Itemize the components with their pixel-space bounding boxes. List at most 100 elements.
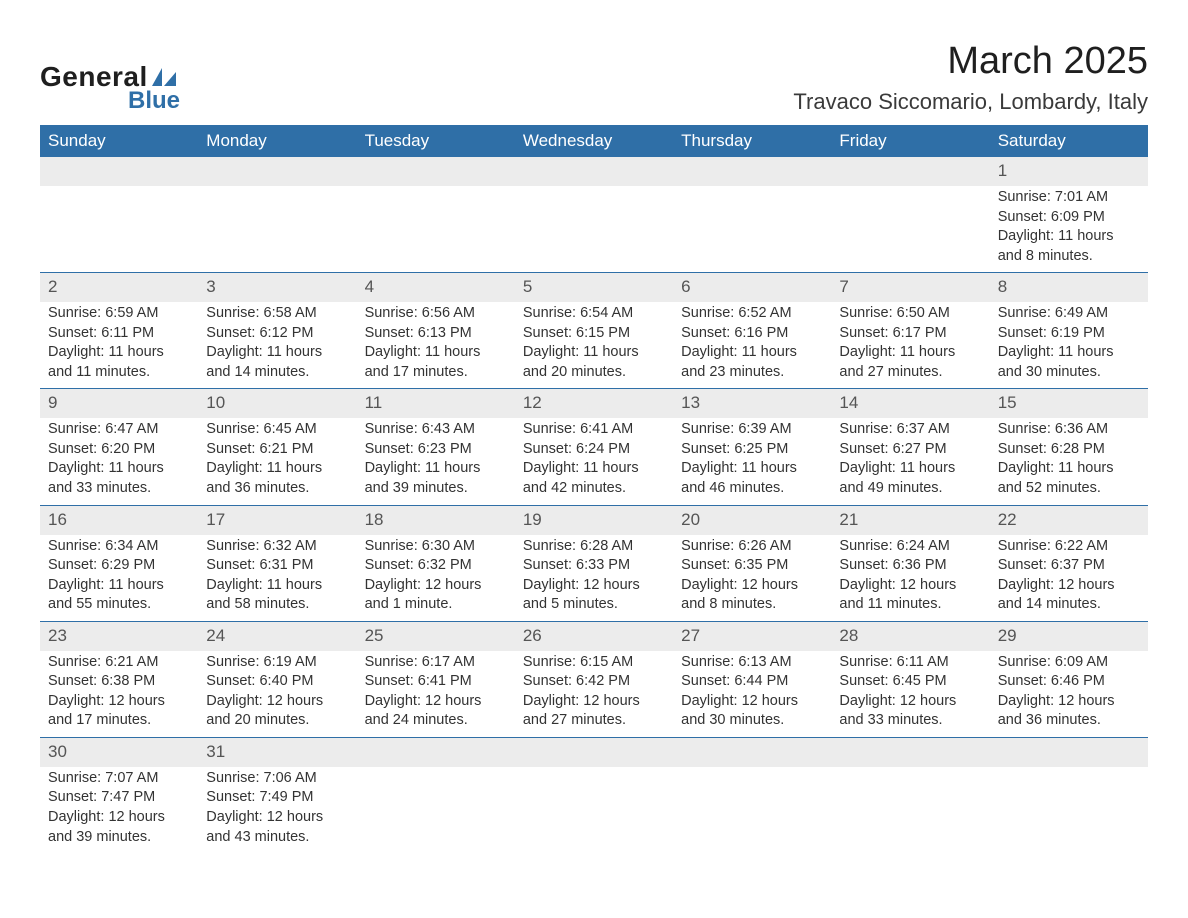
day-detail-cell: Sunrise: 6:34 AMSunset: 6:29 PMDaylight:… [40,535,198,622]
sunset-text: Sunset: 6:25 PM [681,440,823,460]
day-number: 27 [681,626,700,645]
day-detail-cell [40,186,198,273]
day-number: 8 [998,277,1007,296]
day-number: 13 [681,393,700,412]
sunrise-text: Sunrise: 6:30 AM [365,537,507,557]
daylight-text: Daylight: 11 hours and 52 minutes. [998,459,1140,498]
daylight-text: Daylight: 11 hours and 42 minutes. [523,459,665,498]
daynum-row: 23242526272829 [40,621,1148,650]
daylight-text: Daylight: 12 hours and 33 minutes. [839,692,981,731]
sunset-text: Sunset: 6:44 PM [681,672,823,692]
daylight-text: Daylight: 12 hours and 30 minutes. [681,692,823,731]
daylight-text: Daylight: 12 hours and 24 minutes. [365,692,507,731]
daylight-text: Daylight: 11 hours and 30 minutes. [998,343,1140,382]
day-number-cell: 5 [515,273,673,302]
sunrise-text: Sunrise: 6:41 AM [523,420,665,440]
calendar-table: Sunday Monday Tuesday Wednesday Thursday… [40,125,1148,853]
daylight-text: Daylight: 12 hours and 36 minutes. [998,692,1140,731]
day-number-cell: 16 [40,505,198,534]
day-number-cell: 11 [357,389,515,418]
calendar-body: 1Sunrise: 7:01 AMSunset: 6:09 PMDaylight… [40,157,1148,853]
sunrise-text: Sunrise: 6:26 AM [681,537,823,557]
daylight-text: Daylight: 12 hours and 43 minutes. [206,808,348,847]
sunset-text: Sunset: 6:36 PM [839,556,981,576]
day-number-cell [831,157,989,186]
day-detail-cell: Sunrise: 6:45 AMSunset: 6:21 PMDaylight:… [198,418,356,505]
day-number: 23 [48,626,67,645]
day-detail-cell: Sunrise: 6:54 AMSunset: 6:15 PMDaylight:… [515,302,673,389]
day-number: 7 [839,277,848,296]
day-header: Monday [198,125,356,157]
day-number-cell: 30 [40,737,198,766]
detail-row: Sunrise: 6:21 AMSunset: 6:38 PMDaylight:… [40,651,1148,738]
day-number: 26 [523,626,542,645]
day-detail-cell: Sunrise: 7:06 AMSunset: 7:49 PMDaylight:… [198,767,356,853]
detail-row: Sunrise: 7:07 AMSunset: 7:47 PMDaylight:… [40,767,1148,853]
day-number: 15 [998,393,1017,412]
day-detail-cell [673,186,831,273]
sunrise-text: Sunrise: 6:09 AM [998,653,1140,673]
title-block: March 2025 Travaco Siccomario, Lombardy,… [793,40,1148,115]
daylight-text: Daylight: 11 hours and 49 minutes. [839,459,981,498]
day-number: 28 [839,626,858,645]
detail-row: Sunrise: 6:47 AMSunset: 6:20 PMDaylight:… [40,418,1148,505]
day-number-cell: 21 [831,505,989,534]
sunset-text: Sunset: 6:17 PM [839,324,981,344]
day-detail-cell: Sunrise: 6:39 AMSunset: 6:25 PMDaylight:… [673,418,831,505]
sunset-text: Sunset: 6:38 PM [48,672,190,692]
day-number: 22 [998,510,1017,529]
day-number-cell [673,737,831,766]
day-number-cell [515,737,673,766]
day-detail-cell [990,767,1148,853]
day-detail-cell [673,767,831,853]
day-number: 17 [206,510,225,529]
day-number-cell: 31 [198,737,356,766]
daylight-text: Daylight: 11 hours and 8 minutes. [998,227,1140,266]
day-header-row: Sunday Monday Tuesday Wednesday Thursday… [40,125,1148,157]
day-detail-cell: Sunrise: 6:13 AMSunset: 6:44 PMDaylight:… [673,651,831,738]
day-number-cell: 1 [990,157,1148,186]
sunset-text: Sunset: 6:27 PM [839,440,981,460]
day-number: 4 [365,277,374,296]
sunset-text: Sunset: 7:47 PM [48,788,190,808]
day-number-cell [673,157,831,186]
day-detail-cell: Sunrise: 6:24 AMSunset: 6:36 PMDaylight:… [831,535,989,622]
daylight-text: Daylight: 11 hours and 46 minutes. [681,459,823,498]
daylight-text: Daylight: 11 hours and 11 minutes. [48,343,190,382]
sunrise-text: Sunrise: 6:15 AM [523,653,665,673]
daylight-text: Daylight: 12 hours and 11 minutes. [839,576,981,615]
day-number-cell [357,157,515,186]
day-number-cell: 14 [831,389,989,418]
sunrise-text: Sunrise: 6:19 AM [206,653,348,673]
sunrise-text: Sunrise: 7:06 AM [206,769,348,789]
day-detail-cell: Sunrise: 6:58 AMSunset: 6:12 PMDaylight:… [198,302,356,389]
daylight-text: Daylight: 12 hours and 20 minutes. [206,692,348,731]
sunset-text: Sunset: 6:19 PM [998,324,1140,344]
sunset-text: Sunset: 6:12 PM [206,324,348,344]
daylight-text: Daylight: 12 hours and 17 minutes. [48,692,190,731]
day-number: 12 [523,393,542,412]
detail-row: Sunrise: 7:01 AMSunset: 6:09 PMDaylight:… [40,186,1148,273]
sunset-text: Sunset: 6:11 PM [48,324,190,344]
daynum-row: 16171819202122 [40,505,1148,534]
daylight-text: Daylight: 11 hours and 14 minutes. [206,343,348,382]
sunset-text: Sunset: 6:33 PM [523,556,665,576]
sunset-text: Sunset: 6:15 PM [523,324,665,344]
sunrise-text: Sunrise: 6:32 AM [206,537,348,557]
day-detail-cell [515,767,673,853]
day-number-cell: 20 [673,505,831,534]
sunrise-text: Sunrise: 6:17 AM [365,653,507,673]
day-detail-cell: Sunrise: 6:36 AMSunset: 6:28 PMDaylight:… [990,418,1148,505]
day-number-cell [990,737,1148,766]
day-detail-cell: Sunrise: 6:47 AMSunset: 6:20 PMDaylight:… [40,418,198,505]
daylight-text: Daylight: 11 hours and 58 minutes. [206,576,348,615]
day-detail-cell [515,186,673,273]
day-number-cell: 12 [515,389,673,418]
day-number: 29 [998,626,1017,645]
day-number: 16 [48,510,67,529]
logo-text-blue: Blue [128,87,180,115]
sunset-text: Sunset: 7:49 PM [206,788,348,808]
day-number: 11 [365,393,383,412]
day-number-cell: 27 [673,621,831,650]
day-number-cell [198,157,356,186]
